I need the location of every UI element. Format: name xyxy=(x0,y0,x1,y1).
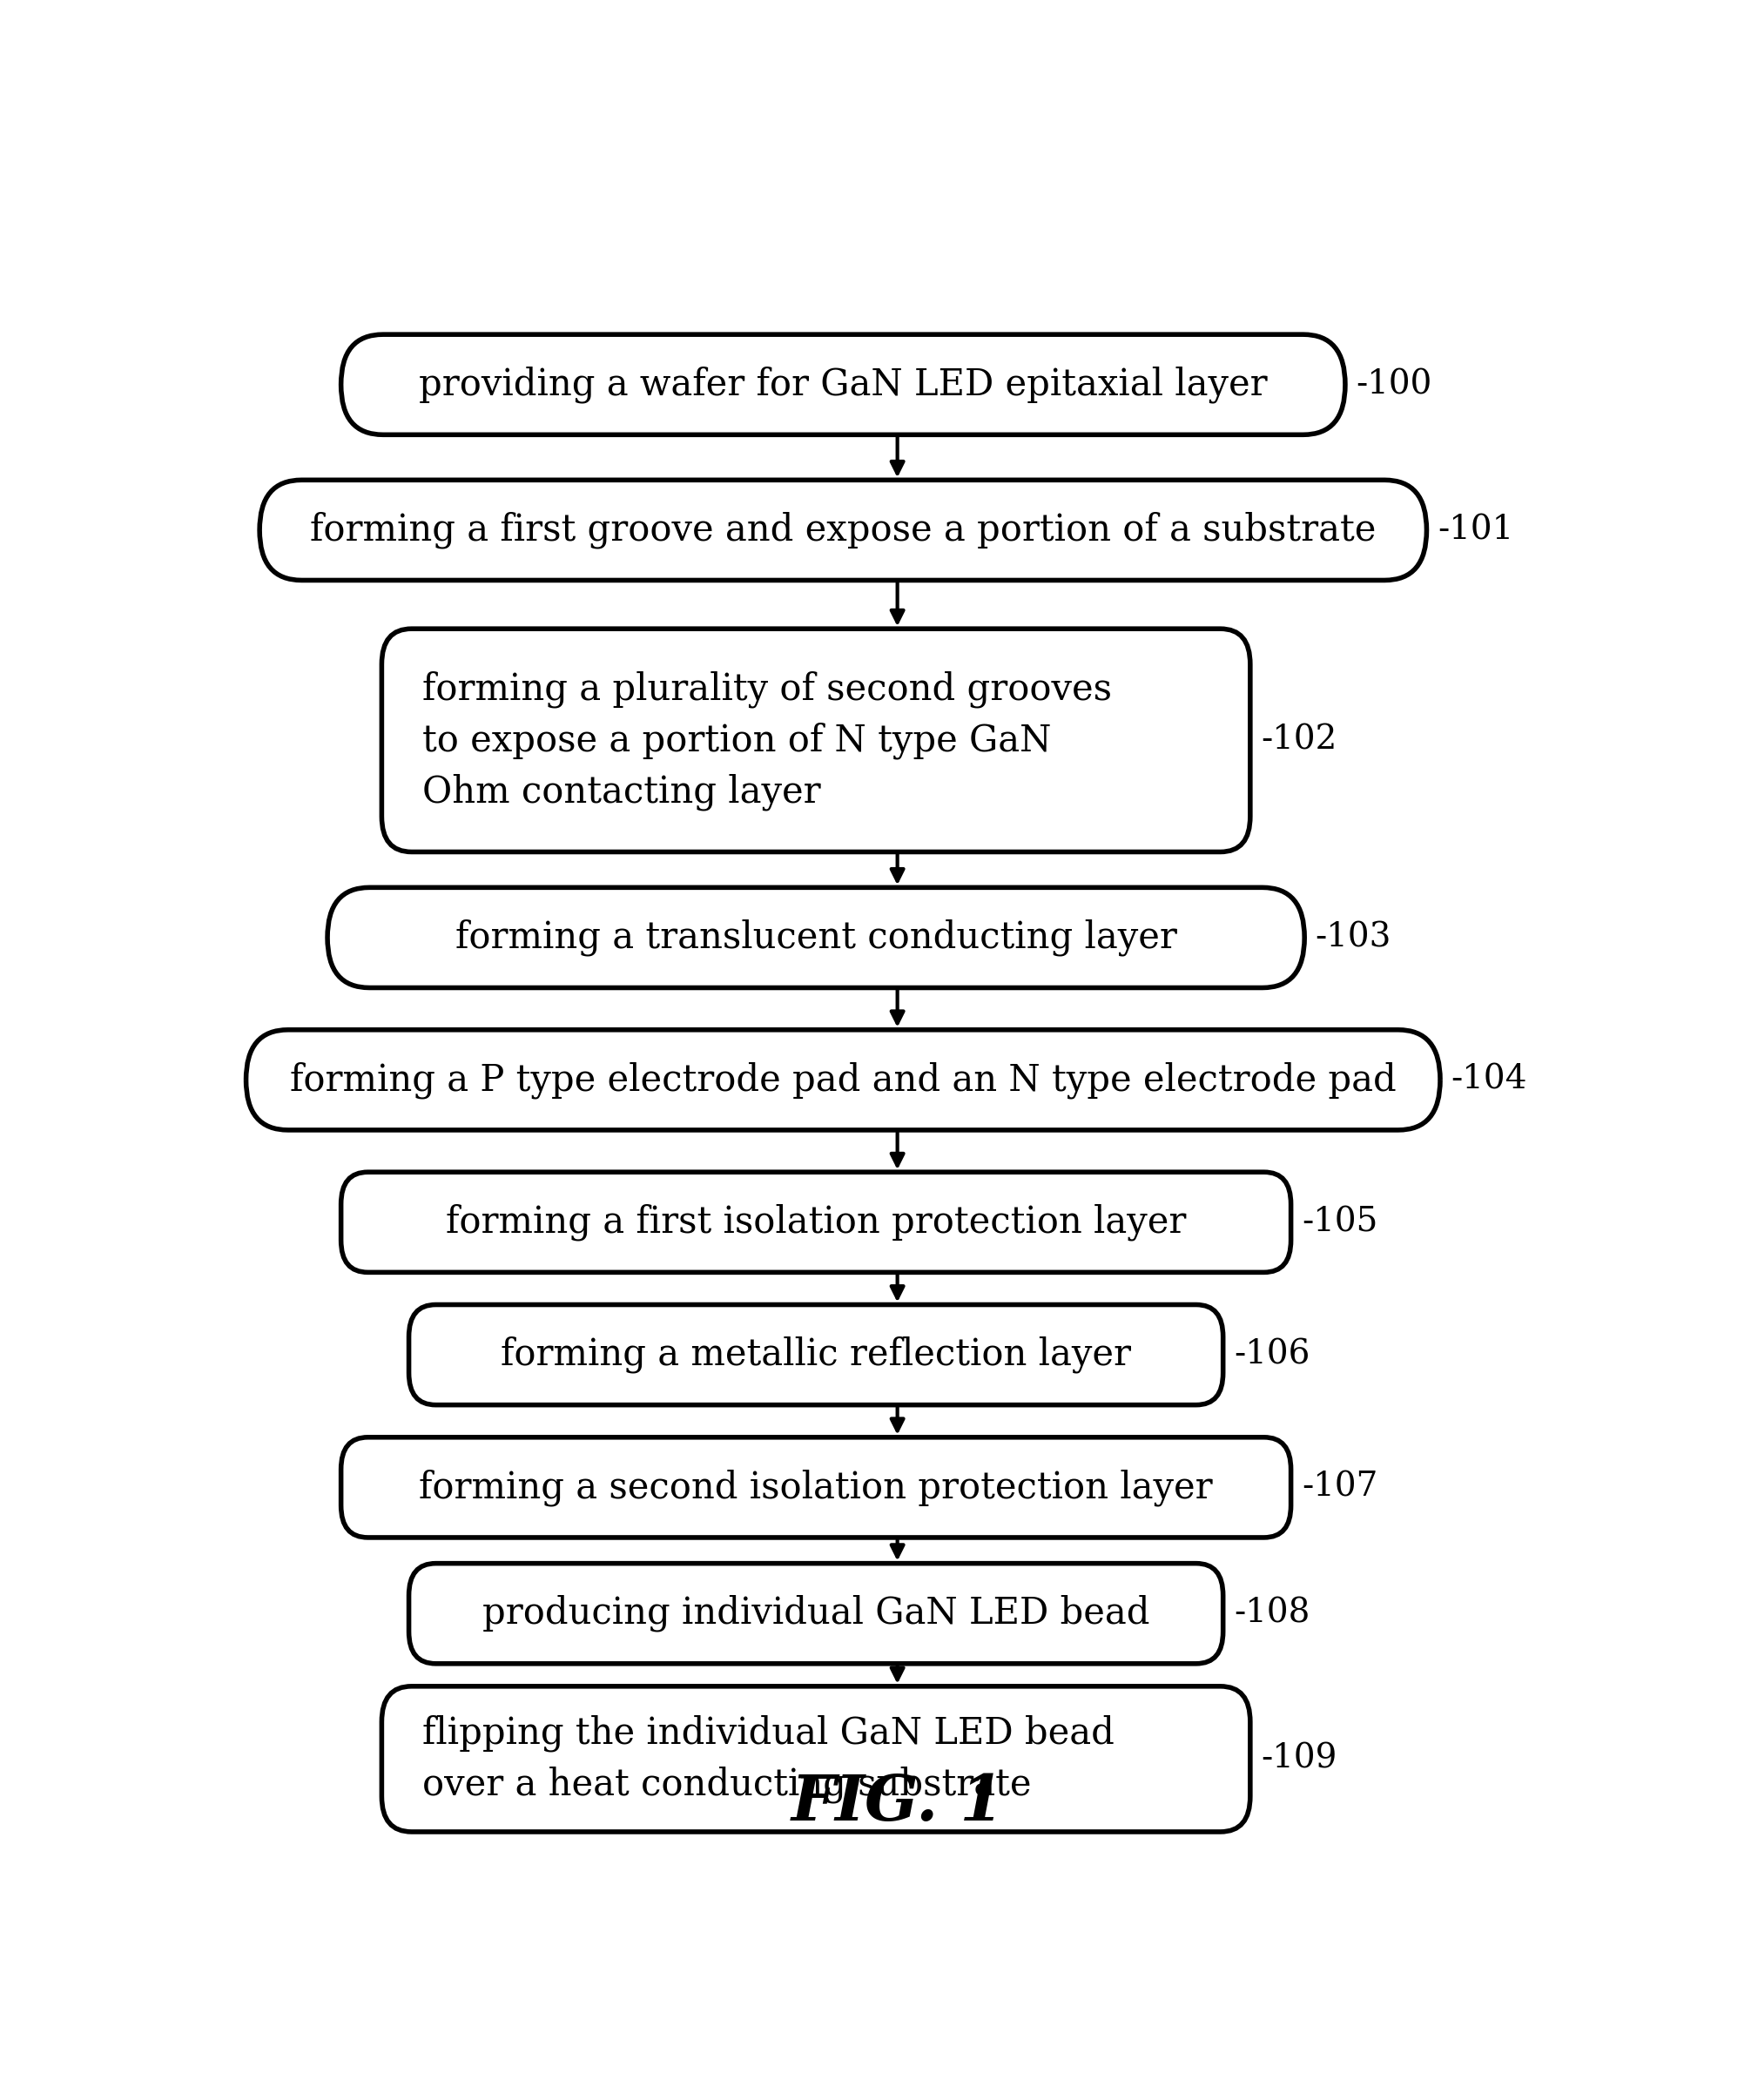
FancyBboxPatch shape xyxy=(245,1029,1439,1130)
FancyBboxPatch shape xyxy=(408,1304,1222,1405)
Text: flipping the individual GaN LED bead
over a heat conducting substrate: flipping the individual GaN LED bead ove… xyxy=(422,1716,1115,1804)
Text: -103: -103 xyxy=(1315,922,1392,953)
FancyBboxPatch shape xyxy=(341,1436,1290,1537)
Text: producing individual GaN LED bead: producing individual GaN LED bead xyxy=(482,1596,1150,1632)
FancyBboxPatch shape xyxy=(341,1172,1290,1273)
Text: forming a first isolation protection layer: forming a first isolation protection lay… xyxy=(447,1203,1185,1241)
Text: forming a metallic reflection layer: forming a metallic reflection layer xyxy=(501,1336,1131,1373)
Text: -104: -104 xyxy=(1452,1065,1527,1096)
Text: providing a wafer for GaN LED epitaxial layer: providing a wafer for GaN LED epitaxial … xyxy=(418,365,1268,403)
Text: -108: -108 xyxy=(1234,1598,1310,1630)
FancyBboxPatch shape xyxy=(259,481,1427,580)
FancyBboxPatch shape xyxy=(327,888,1304,987)
Text: -100: -100 xyxy=(1355,368,1432,401)
Text: -109: -109 xyxy=(1261,1743,1338,1774)
Text: forming a translucent conducting layer: forming a translucent conducting layer xyxy=(455,920,1177,956)
Text: -107: -107 xyxy=(1301,1472,1378,1504)
Text: -106: -106 xyxy=(1234,1338,1310,1371)
Text: forming a first groove and expose a portion of a substrate: forming a first groove and expose a port… xyxy=(310,512,1376,548)
Text: forming a P type electrode pad and an N type electrode pad: forming a P type electrode pad and an N … xyxy=(291,1060,1396,1098)
Text: forming a second isolation protection layer: forming a second isolation protection la… xyxy=(418,1468,1213,1506)
Text: -101: -101 xyxy=(1438,514,1513,546)
Text: -102: -102 xyxy=(1261,724,1338,756)
Text: FIG. 1: FIG. 1 xyxy=(791,1772,1003,1833)
FancyBboxPatch shape xyxy=(408,1562,1222,1663)
FancyBboxPatch shape xyxy=(341,334,1345,435)
FancyBboxPatch shape xyxy=(382,628,1250,853)
Text: forming a plurality of second grooves
to expose a portion of N type GaN
Ohm cont: forming a plurality of second grooves to… xyxy=(422,670,1112,811)
Text: -105: -105 xyxy=(1301,1205,1378,1239)
FancyBboxPatch shape xyxy=(382,1686,1250,1831)
